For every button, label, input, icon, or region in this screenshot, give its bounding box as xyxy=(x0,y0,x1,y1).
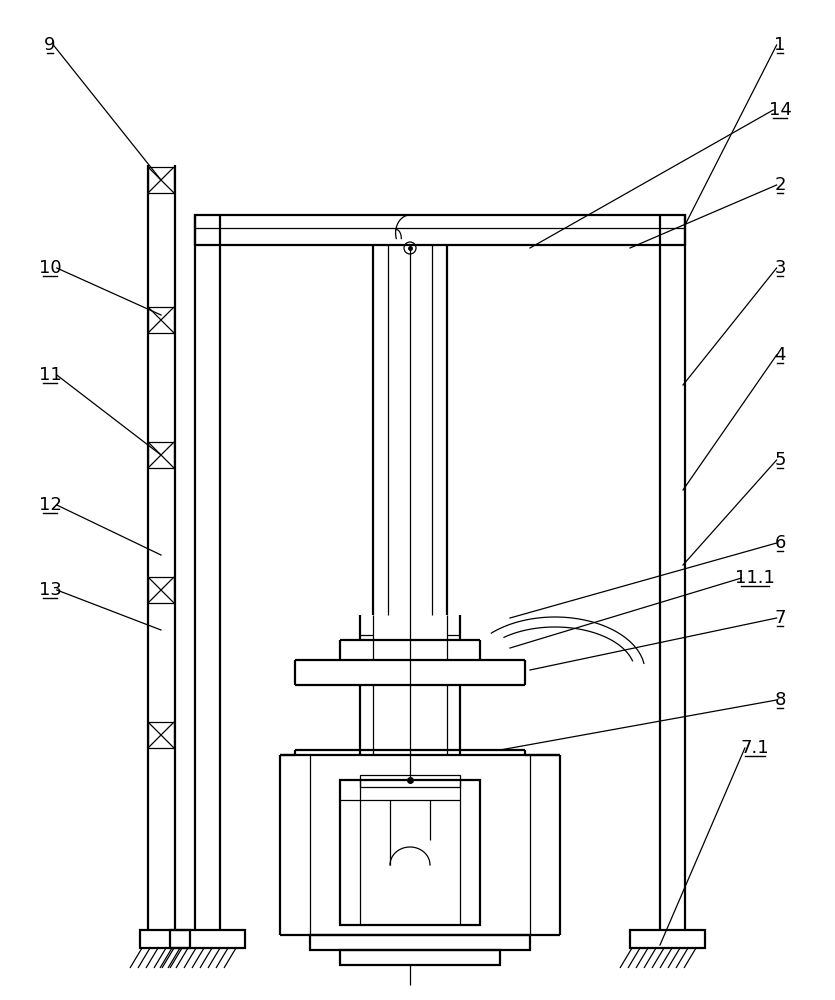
Text: 13: 13 xyxy=(38,581,62,599)
Bar xyxy=(310,935,530,950)
Bar xyxy=(360,775,460,787)
Text: 5: 5 xyxy=(774,451,786,469)
Bar xyxy=(140,930,190,948)
Text: 2: 2 xyxy=(774,176,786,194)
Text: 7: 7 xyxy=(774,609,786,627)
Text: 7.1: 7.1 xyxy=(741,739,769,757)
Bar xyxy=(195,215,685,245)
Bar xyxy=(148,722,174,748)
Text: 12: 12 xyxy=(38,496,62,514)
Text: 4: 4 xyxy=(774,346,786,364)
Text: 11.1: 11.1 xyxy=(735,569,775,587)
Text: 8: 8 xyxy=(774,691,786,709)
Bar xyxy=(340,780,480,925)
Bar xyxy=(148,307,174,333)
Bar xyxy=(630,930,705,948)
Text: 10: 10 xyxy=(38,259,61,277)
Bar xyxy=(170,930,245,948)
Bar xyxy=(340,950,500,965)
Bar xyxy=(148,577,174,603)
Text: 11: 11 xyxy=(38,366,62,384)
Text: 9: 9 xyxy=(44,36,56,54)
Text: 14: 14 xyxy=(768,101,792,119)
Bar xyxy=(148,442,174,468)
Bar xyxy=(148,167,174,193)
Text: 6: 6 xyxy=(774,534,786,552)
Text: 1: 1 xyxy=(774,36,786,54)
Text: 3: 3 xyxy=(774,259,786,277)
